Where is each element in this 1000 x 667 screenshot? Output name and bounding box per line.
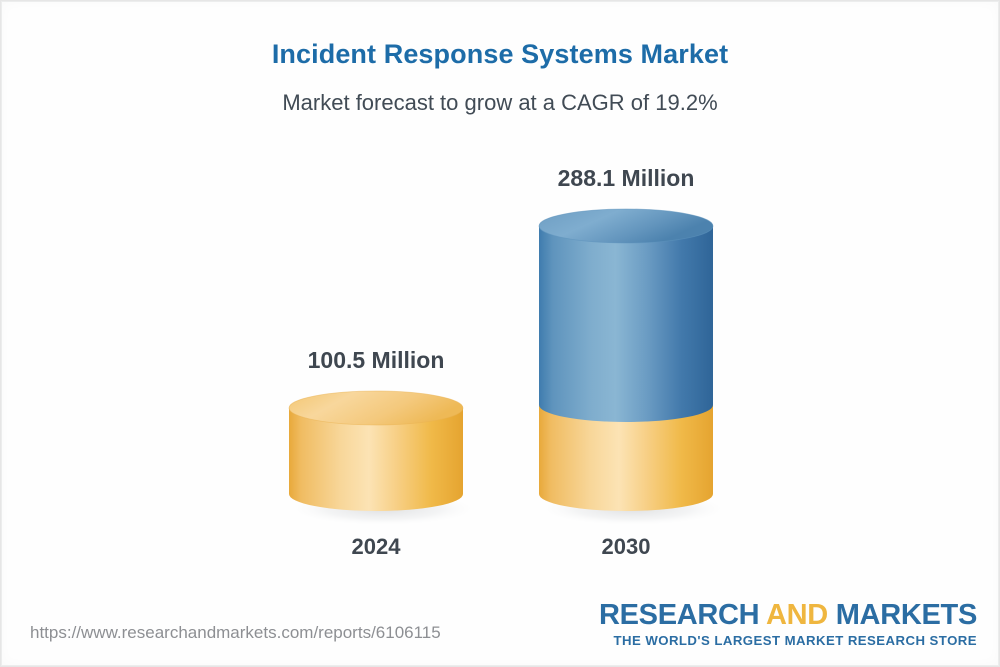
bar-2024-body (289, 408, 463, 511)
bar-2030-top-cap (539, 209, 713, 243)
logo-tagline: THE WORLD'S LARGEST MARKET RESEARCH STOR… (613, 633, 977, 648)
logo-word-markets: MARKETS (835, 599, 978, 631)
logo-word-research: RESEARCH (598, 599, 760, 631)
category-label-2030: 2030 (601, 534, 651, 559)
category-label-2024: 2024 (351, 534, 401, 559)
chart-plot-area (287, 208, 729, 526)
report-url[interactable]: https://www.researchandmarkets.com/repor… (30, 623, 441, 642)
chart-title: Incident Response Systems Market (271, 39, 729, 69)
logo-wordmark: RESEARCH AND MARKETS (599, 601, 977, 630)
bar-2030[interactable] (537, 208, 729, 526)
logo-word-and: AND (766, 599, 828, 631)
value-label-2030: 288.1 Million (557, 165, 695, 191)
bar-2024[interactable] (287, 390, 479, 526)
bar-2030-cap-rim (538, 208, 714, 244)
bar-2024-cap-rim (288, 390, 464, 426)
research-and-markets-logo[interactable]: RESEARCH AND MARKETS THE WORLD'S LARGEST… (599, 601, 977, 648)
bar-2030-growth-segment (539, 226, 713, 422)
chart-subtitle: Market forecast to grow at a CAGR of 19.… (282, 90, 718, 115)
bar-2024-top-cap (289, 391, 463, 425)
bar-2030-base-segment (539, 405, 713, 511)
value-label-2024: 100.5 Million (307, 347, 445, 373)
